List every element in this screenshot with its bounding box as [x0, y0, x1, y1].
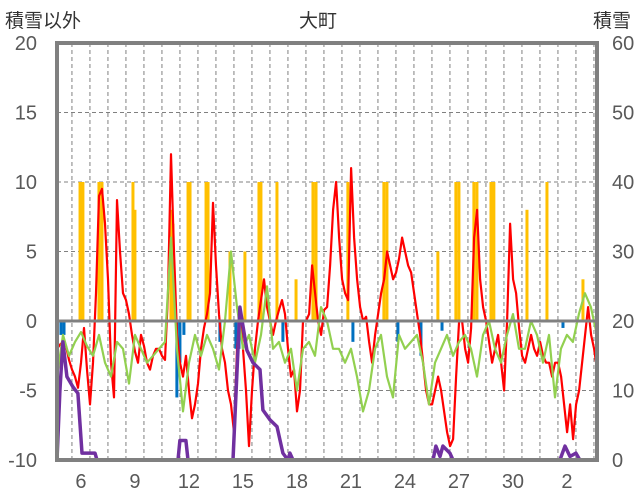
- right-y-tick-label: 20: [612, 311, 634, 333]
- orange-bar: [186, 182, 190, 321]
- x-tick-label: 6: [75, 471, 86, 493]
- orange-bar: [314, 182, 318, 321]
- blue-bar: [182, 321, 186, 335]
- right-y-tick-label: 30: [612, 242, 634, 264]
- orange-bar: [228, 251, 232, 321]
- orange-bar: [97, 182, 101, 321]
- x-tick-label: 2: [561, 471, 572, 493]
- left-y-tick-label: -5: [19, 381, 37, 403]
- orange-bar: [81, 182, 85, 321]
- orange-bar: [489, 182, 493, 321]
- orange-bar: [475, 182, 479, 321]
- gridlines: [57, 43, 597, 460]
- series-lines: [55, 153, 599, 462]
- orange-bar: [436, 251, 440, 321]
- orange-bar: [545, 182, 549, 321]
- right-axis-title: 積雪: [593, 10, 631, 32]
- x-tick-label: 12: [178, 471, 200, 493]
- blue-bar: [175, 321, 179, 398]
- right-y-tick-label: 50: [612, 103, 634, 125]
- x-tick-label: 15: [232, 471, 254, 493]
- right-y-tick-label: 40: [612, 172, 634, 194]
- orange-bar: [169, 209, 173, 321]
- orange-bar: [294, 279, 298, 321]
- blue-bar: [561, 321, 565, 328]
- left-y-tick-label: 0: [26, 311, 37, 333]
- orange-bar: [275, 182, 279, 321]
- orange-bar: [492, 182, 496, 321]
- x-tick-label: 21: [340, 471, 362, 493]
- blue-bar: [234, 321, 238, 349]
- left-y-tick-label: 15: [15, 103, 37, 125]
- x-tick-label: 9: [129, 471, 140, 493]
- x-tick-label: 27: [448, 471, 470, 493]
- blue-bar: [396, 321, 400, 342]
- orange-bar: [131, 182, 135, 321]
- orange-bar: [259, 182, 263, 321]
- orange-bar: [133, 209, 137, 321]
- x-tick-label: 30: [502, 471, 524, 493]
- left-axis-title: 積雪以外: [5, 10, 81, 32]
- blue-bar: [59, 321, 63, 335]
- plot-frame: [55, 41, 599, 462]
- left-y-tick-label: 20: [15, 33, 37, 55]
- orange-bar: [382, 182, 386, 321]
- orange-bar: [100, 182, 104, 321]
- blue-bar: [440, 321, 444, 331]
- left-y-tick-label: 5: [26, 242, 37, 264]
- blue-bar: [351, 321, 355, 342]
- blue-bar: [62, 321, 66, 335]
- orange-bar: [78, 182, 82, 321]
- x-tick-label: 18: [286, 471, 308, 493]
- right-y-tick-label: 0: [612, 450, 623, 472]
- blue-bar: [178, 321, 182, 363]
- red-series-line: [56, 153, 599, 448]
- right-y-tick-label: 10: [612, 381, 634, 403]
- orange-bar: [257, 182, 261, 321]
- orange-bar: [243, 251, 247, 321]
- blue-bar: [281, 321, 285, 342]
- plot-border: [55, 41, 599, 462]
- right-y-tick-label: 60: [612, 33, 634, 55]
- left-y-tick-label: -10: [8, 450, 37, 472]
- orange-bar: [204, 182, 208, 321]
- x-tick-label: 24: [394, 471, 416, 493]
- orange-bar: [457, 182, 461, 321]
- orange-bar: [454, 182, 458, 321]
- left-y-tick-label: 10: [15, 172, 37, 194]
- orange-bar: [525, 209, 529, 321]
- green-series-line: [55, 236, 598, 413]
- orange-bar: [206, 182, 210, 321]
- orange-bar: [346, 182, 350, 321]
- orange-bar: [188, 182, 192, 321]
- chart-title: 大町: [299, 10, 337, 32]
- orange-bar: [311, 182, 315, 321]
